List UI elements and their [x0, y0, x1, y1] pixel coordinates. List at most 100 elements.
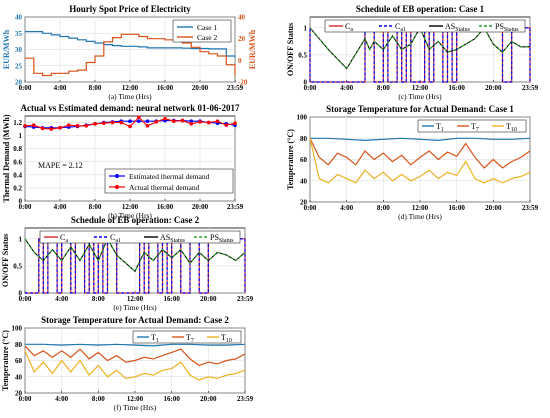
legend-marker — [115, 174, 119, 178]
y-tick-label: 20 — [15, 79, 23, 87]
y-tick-label: 0 — [19, 290, 23, 298]
chart-title: Schedule of EB operation: Case 2 — [71, 215, 200, 225]
x-tick-label: 16:00 — [448, 84, 465, 92]
series-marker — [233, 121, 237, 125]
y-tick-label: 80 — [300, 135, 308, 143]
legend-label: Case 1 — [197, 23, 217, 32]
x-tick-label: 20:00 — [485, 84, 502, 92]
x-tick-label: 16:00 — [448, 204, 465, 212]
y-axis-label: Temperature (°C) — [1, 330, 10, 391]
x-tick-label: 12:00 — [412, 84, 429, 92]
x-axis-caption: (e) Time (Hrs) — [113, 303, 157, 312]
series-marker — [154, 120, 159, 124]
x-tick-label: 0:00 — [19, 84, 32, 92]
y-axis-label: ON/OFF Status — [1, 234, 10, 287]
x-tick-label: 20:00 — [200, 395, 217, 403]
x-tick-label: 12:00 — [122, 84, 139, 92]
y-tick-label: 1 — [304, 24, 308, 32]
series-marker — [224, 123, 229, 127]
x-tick-label: 4:00 — [54, 203, 67, 211]
legend-label-sub: Status — [219, 238, 234, 244]
x-tick-label: 12:00 — [127, 295, 144, 303]
legend-label: T10 — [221, 333, 232, 344]
series-marker — [128, 124, 132, 129]
x-tick-label: 4:00 — [340, 84, 353, 92]
series-marker — [75, 124, 80, 128]
legend-label: ASStatus — [160, 233, 186, 244]
legend-label-main: C — [345, 22, 350, 31]
legend-label-sub: Status — [455, 27, 470, 33]
series-line-t10 — [24, 350, 246, 381]
legend-label-main: AS — [445, 22, 455, 31]
x-tick-label: 20:00 — [200, 295, 217, 303]
legend-label: Ca1 — [395, 22, 406, 33]
series-marker — [40, 126, 45, 131]
x-tick-label: 16:00 — [163, 295, 180, 303]
x-tick-label: 16:00 — [163, 395, 180, 403]
legend-label: T7 — [186, 333, 194, 344]
legend-label-main: C — [60, 233, 65, 242]
series-marker — [163, 116, 167, 121]
legend: T1 T7 T10 — [417, 119, 527, 133]
legend-label: T7 — [471, 122, 479, 133]
series-marker — [49, 127, 54, 131]
x-tick-label: 8:00 — [92, 295, 105, 303]
series-marker — [66, 123, 71, 127]
y-tick-label: 20 — [15, 390, 23, 398]
y-tick-label: 0.5 — [298, 51, 307, 59]
y-axis-label: Temperature (°C) — [286, 129, 295, 190]
x-axis-caption: (f) Time (Hrs) — [114, 403, 157, 412]
legend-label-main: C — [110, 233, 115, 242]
y-tick-label: 40 — [15, 14, 23, 22]
x-tick-label: 20:00 — [192, 84, 209, 92]
legend-label-sub: 1 — [441, 127, 444, 133]
legend-label: ASStatus — [445, 22, 471, 33]
x-tick-label: 20:00 — [192, 203, 209, 211]
legend-label: Actual thermal demand — [129, 183, 200, 192]
x-tick-label: 0:00 — [19, 395, 32, 403]
legend-label-main: AS — [160, 233, 170, 242]
y-tick-label: 0.5 — [13, 262, 22, 270]
x-tick-label: 23:59 — [237, 395, 254, 403]
legend-label-sub: 10 — [511, 127, 517, 133]
y-tick-label: 20 — [300, 199, 308, 207]
y-axis-label-right: EUR/MWh — [248, 29, 257, 69]
y-tick-label: 60 — [300, 156, 308, 164]
chart-e: Schedule of EB operation: Case 2 0:00 4:00… — [1, 215, 254, 312]
legend-label-sub: Status — [170, 238, 185, 244]
legend-label-sub: Status — [504, 27, 519, 33]
legend-label: T1 — [151, 333, 159, 344]
series-ps-status — [24, 237, 246, 273]
y-tick-label: 100 — [12, 325, 23, 333]
series-marker — [136, 115, 141, 120]
series-marker — [171, 119, 176, 124]
series-marker — [58, 125, 62, 130]
series-line-t7 — [309, 138, 531, 169]
y-tick-label: 0.2 — [13, 184, 22, 192]
chart-a: Hourly Spot Price of Electricity 0:00 4:00… — [2, 4, 257, 101]
series-marker — [128, 119, 132, 124]
x-tick-label: 8:00 — [92, 395, 105, 403]
y-tick-label: 80 — [15, 341, 23, 349]
y-right-tick-label: 40 — [238, 14, 246, 22]
series-marker — [84, 124, 89, 128]
legend-box — [39, 230, 241, 244]
x-tick-label: 23:59 — [227, 203, 244, 211]
legend-label-sub: 1 — [156, 338, 159, 344]
chart-title: Actual vs Estimated demand: neural netwo… — [21, 103, 240, 113]
x-axis-caption: (d) Time (Hrs) — [398, 212, 442, 221]
x-tick-label: 12:00 — [412, 204, 429, 212]
series-marker — [189, 122, 194, 126]
x-tick-label: 4:00 — [54, 84, 67, 92]
series-marker — [206, 120, 211, 125]
series-ps-status — [309, 26, 530, 70]
series-marker — [189, 119, 194, 124]
legend-box — [324, 19, 526, 33]
series-marker — [93, 122, 97, 126]
x-tick-label: 0:00 — [19, 295, 32, 303]
legend-label-main: T — [186, 333, 191, 342]
y-tick-label: 0 — [19, 198, 23, 206]
chart-c: Schedule of EB operation: Case 1 0:00 4:00… — [286, 4, 539, 101]
